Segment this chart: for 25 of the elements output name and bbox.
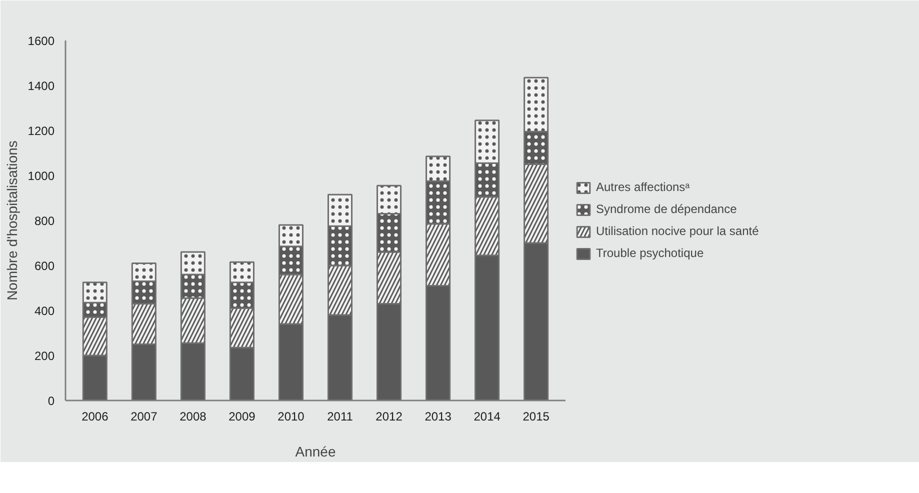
legend-label: Trouble psychotique <box>596 246 704 260</box>
y-tick-label: 1000 <box>28 169 55 183</box>
y-axis-title: Nombre d'hospitalisations <box>4 140 20 300</box>
y-tick-label: 400 <box>34 304 55 318</box>
y-tick-label: 800 <box>34 214 55 228</box>
x-tick-label: 2006 <box>82 410 109 424</box>
y-tick-label: 0 <box>48 394 55 408</box>
x-tick-label: 2009 <box>228 410 256 424</box>
legend-label: Syndrome de dépendance <box>596 202 737 216</box>
y-tick-label: 1600 <box>28 34 55 48</box>
x-tick-label: 2013 <box>424 410 452 424</box>
y-tick-label: 1200 <box>28 124 55 138</box>
y-tick-label: 1400 <box>28 79 55 93</box>
x-tick-label: 2008 <box>180 410 207 424</box>
x-tick-label: 2007 <box>130 410 158 424</box>
x-tick-label: 2015 <box>522 410 550 424</box>
y-tick-label: 200 <box>34 349 55 363</box>
x-tick-label: 2011 <box>327 410 354 424</box>
x-axis-title: Année <box>295 444 336 460</box>
legend-label: Autres affectionsᵃ <box>596 180 690 194</box>
y-tick-label: 600 <box>34 259 55 273</box>
x-tick-label: 2014 <box>474 410 501 424</box>
legend-label: Utilisation nocive pour la santé <box>596 224 759 238</box>
x-tick-label: 2010 <box>278 410 305 424</box>
x-tick-label: 2012 <box>376 410 403 424</box>
